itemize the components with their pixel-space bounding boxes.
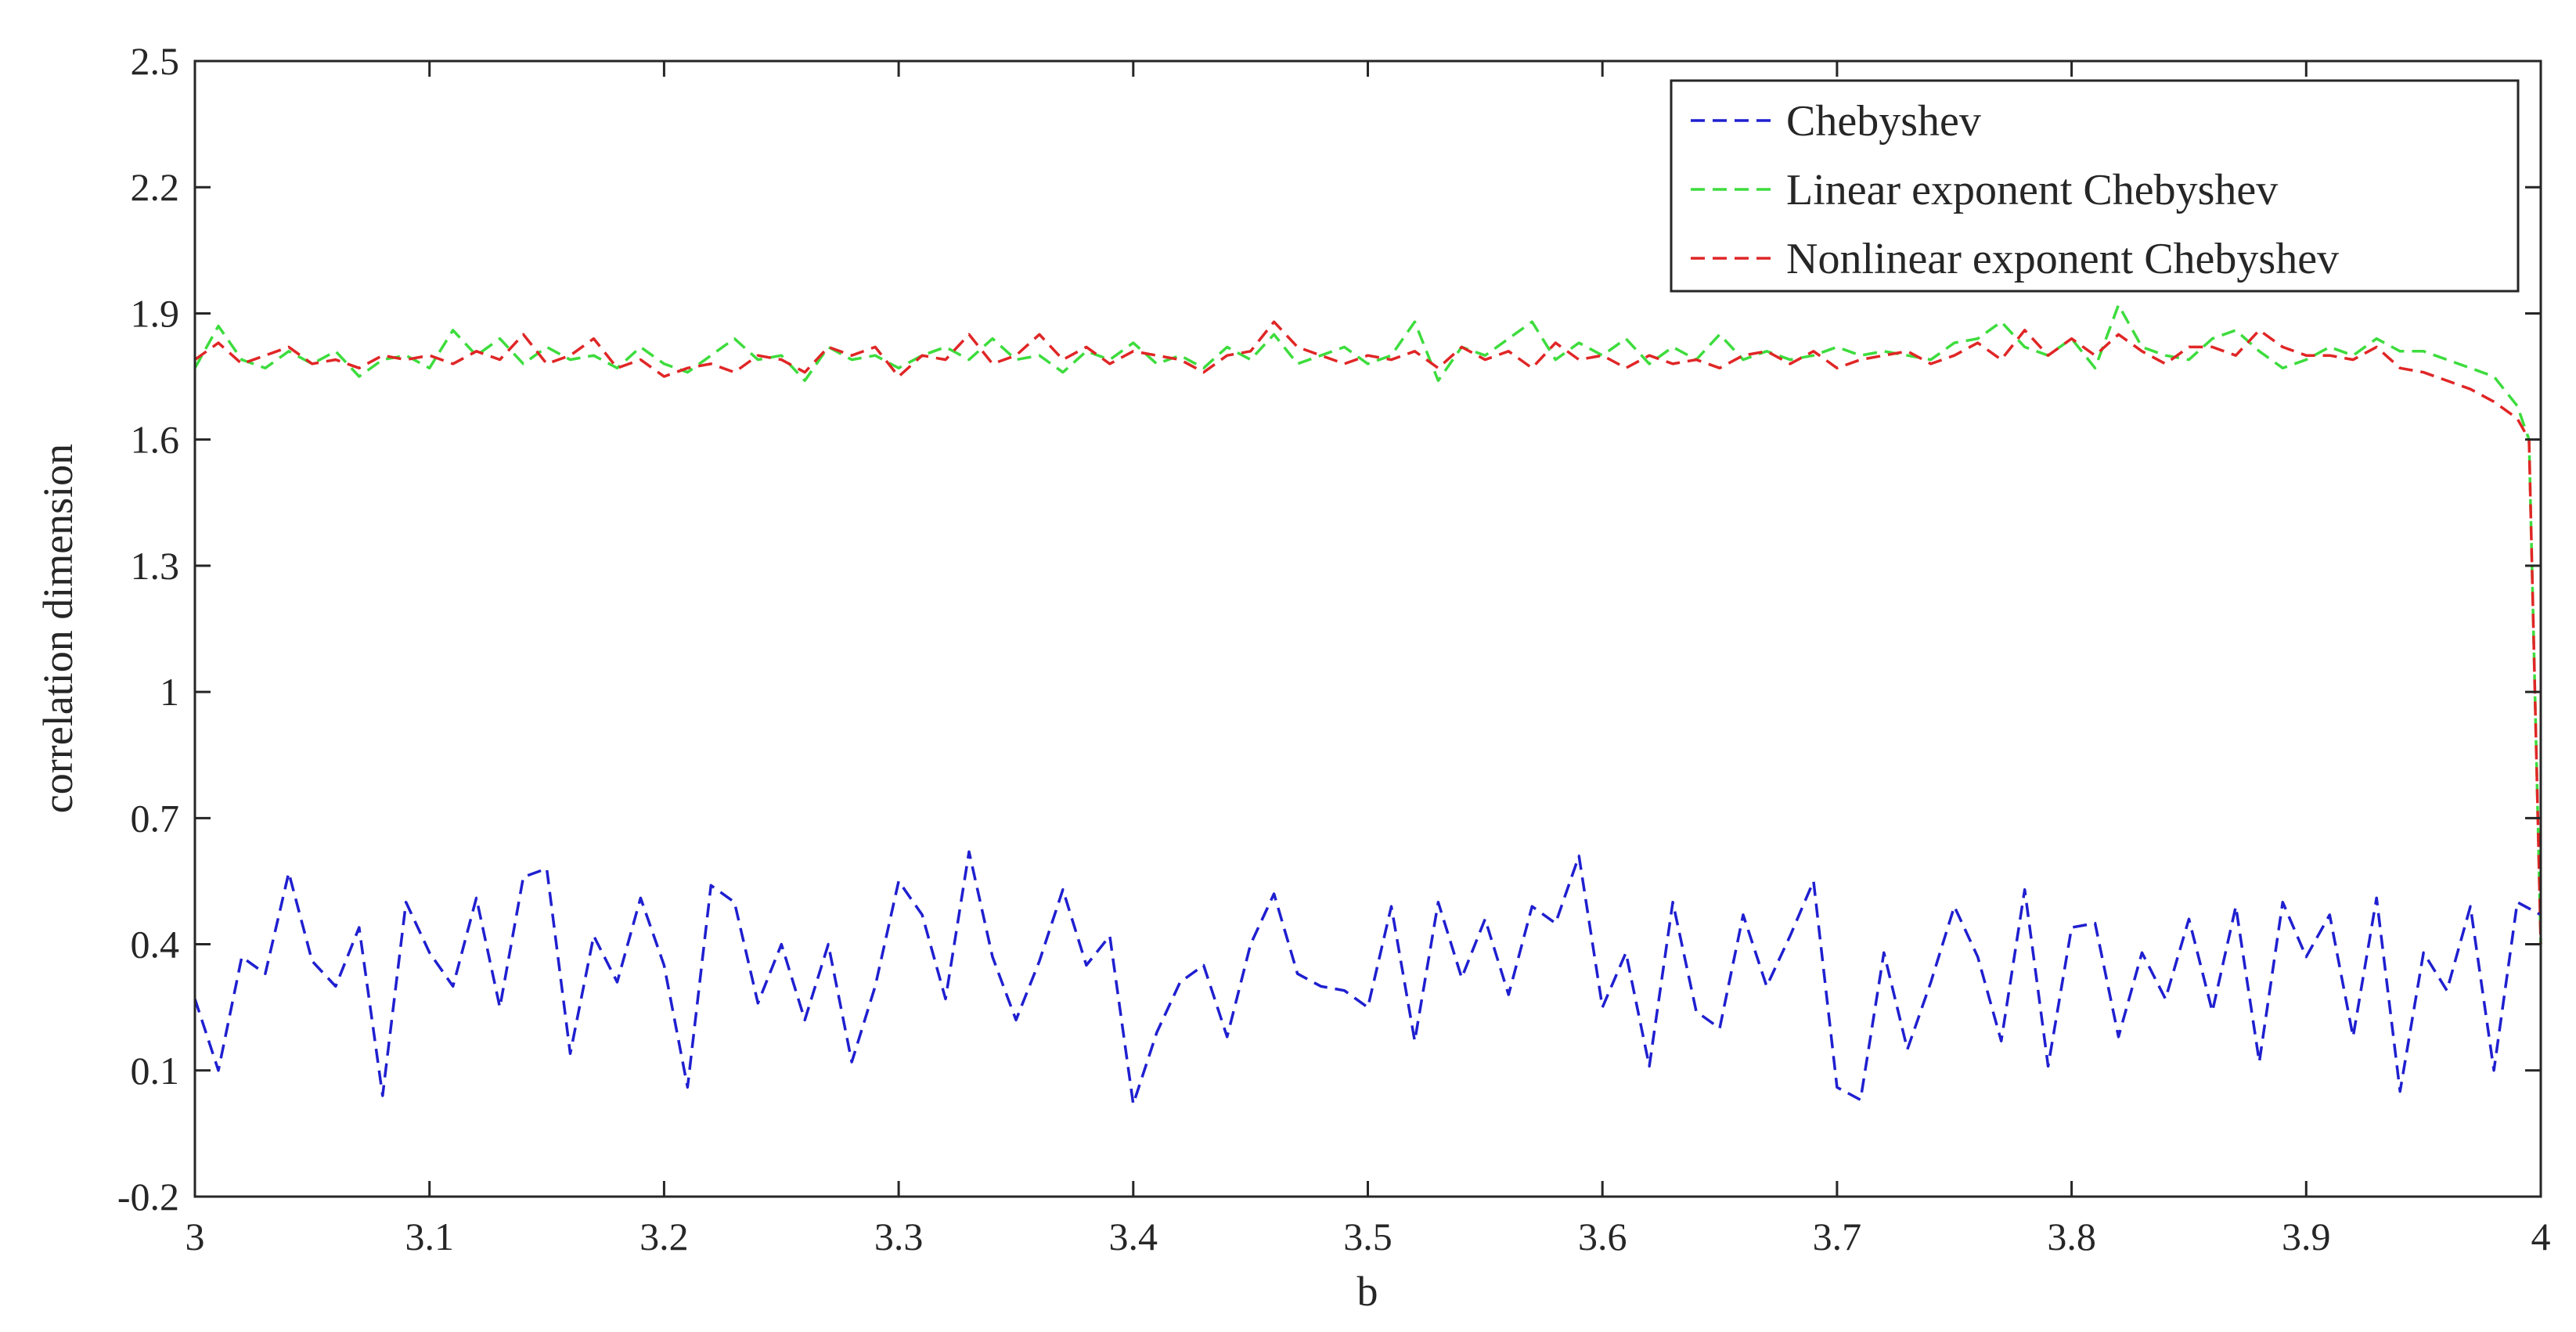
y-axis-label: correlation dimension — [34, 444, 81, 813]
x-tick-label: 3.9 — [2282, 1215, 2331, 1258]
series-line-1 — [193, 850, 2542, 1106]
x-tick-label: 3 — [186, 1215, 205, 1258]
y-tick-label: 0.7 — [131, 796, 180, 840]
y-tick-label: 2.5 — [131, 39, 180, 83]
y-tick-label: 1 — [160, 670, 179, 714]
y-tick-label: 1.6 — [131, 418, 180, 462]
series-line-2 — [193, 303, 2542, 945]
x-tick-label: 4 — [2531, 1215, 2551, 1258]
x-tick-label: 3.2 — [639, 1215, 689, 1258]
x-tick-label: 3.7 — [1813, 1215, 1862, 1258]
y-tick-label: 1.9 — [131, 291, 180, 335]
y-tick-label: 2.2 — [131, 165, 180, 209]
ticks-layer: 3 3.1 3.2 3.3 3.4 3.5 3.6 3.7 3.8 3.9 4 -0.2 0.1 0.4 0… — [117, 39, 2551, 1258]
legend-box — [1670, 79, 2520, 293]
series-layer — [193, 303, 2542, 1106]
legend-entries: Chebyshev Linear exponent Chebyshev Nonlin… — [1691, 97, 2339, 283]
x-tick-label: 3.5 — [1343, 1215, 1392, 1258]
y-tick-label: 0.1 — [131, 1049, 180, 1093]
x-tick-label: 3.3 — [874, 1215, 924, 1258]
legend-label-1: Chebyshev — [1786, 97, 1981, 146]
x-tick-label: 3.8 — [2047, 1215, 2096, 1258]
x-tick-label: 3.6 — [1578, 1215, 1627, 1258]
y-tick-label: 1.3 — [131, 544, 180, 588]
legend-label-2: Linear exponent Chebyshev — [1786, 166, 2278, 214]
x-tick-label: 3.1 — [405, 1215, 454, 1258]
y-tick-label: 0.4 — [131, 923, 180, 967]
legend-label-3: Nonlinear exponent Chebyshev — [1786, 235, 2339, 283]
x-tick-label: 3.4 — [1109, 1215, 1158, 1258]
legend: Chebyshev Linear exponent Chebyshev Nonlin… — [1670, 79, 2520, 293]
x-axis-label: b — [1357, 1268, 1378, 1315]
y-tick-label: -0.2 — [117, 1175, 179, 1219]
